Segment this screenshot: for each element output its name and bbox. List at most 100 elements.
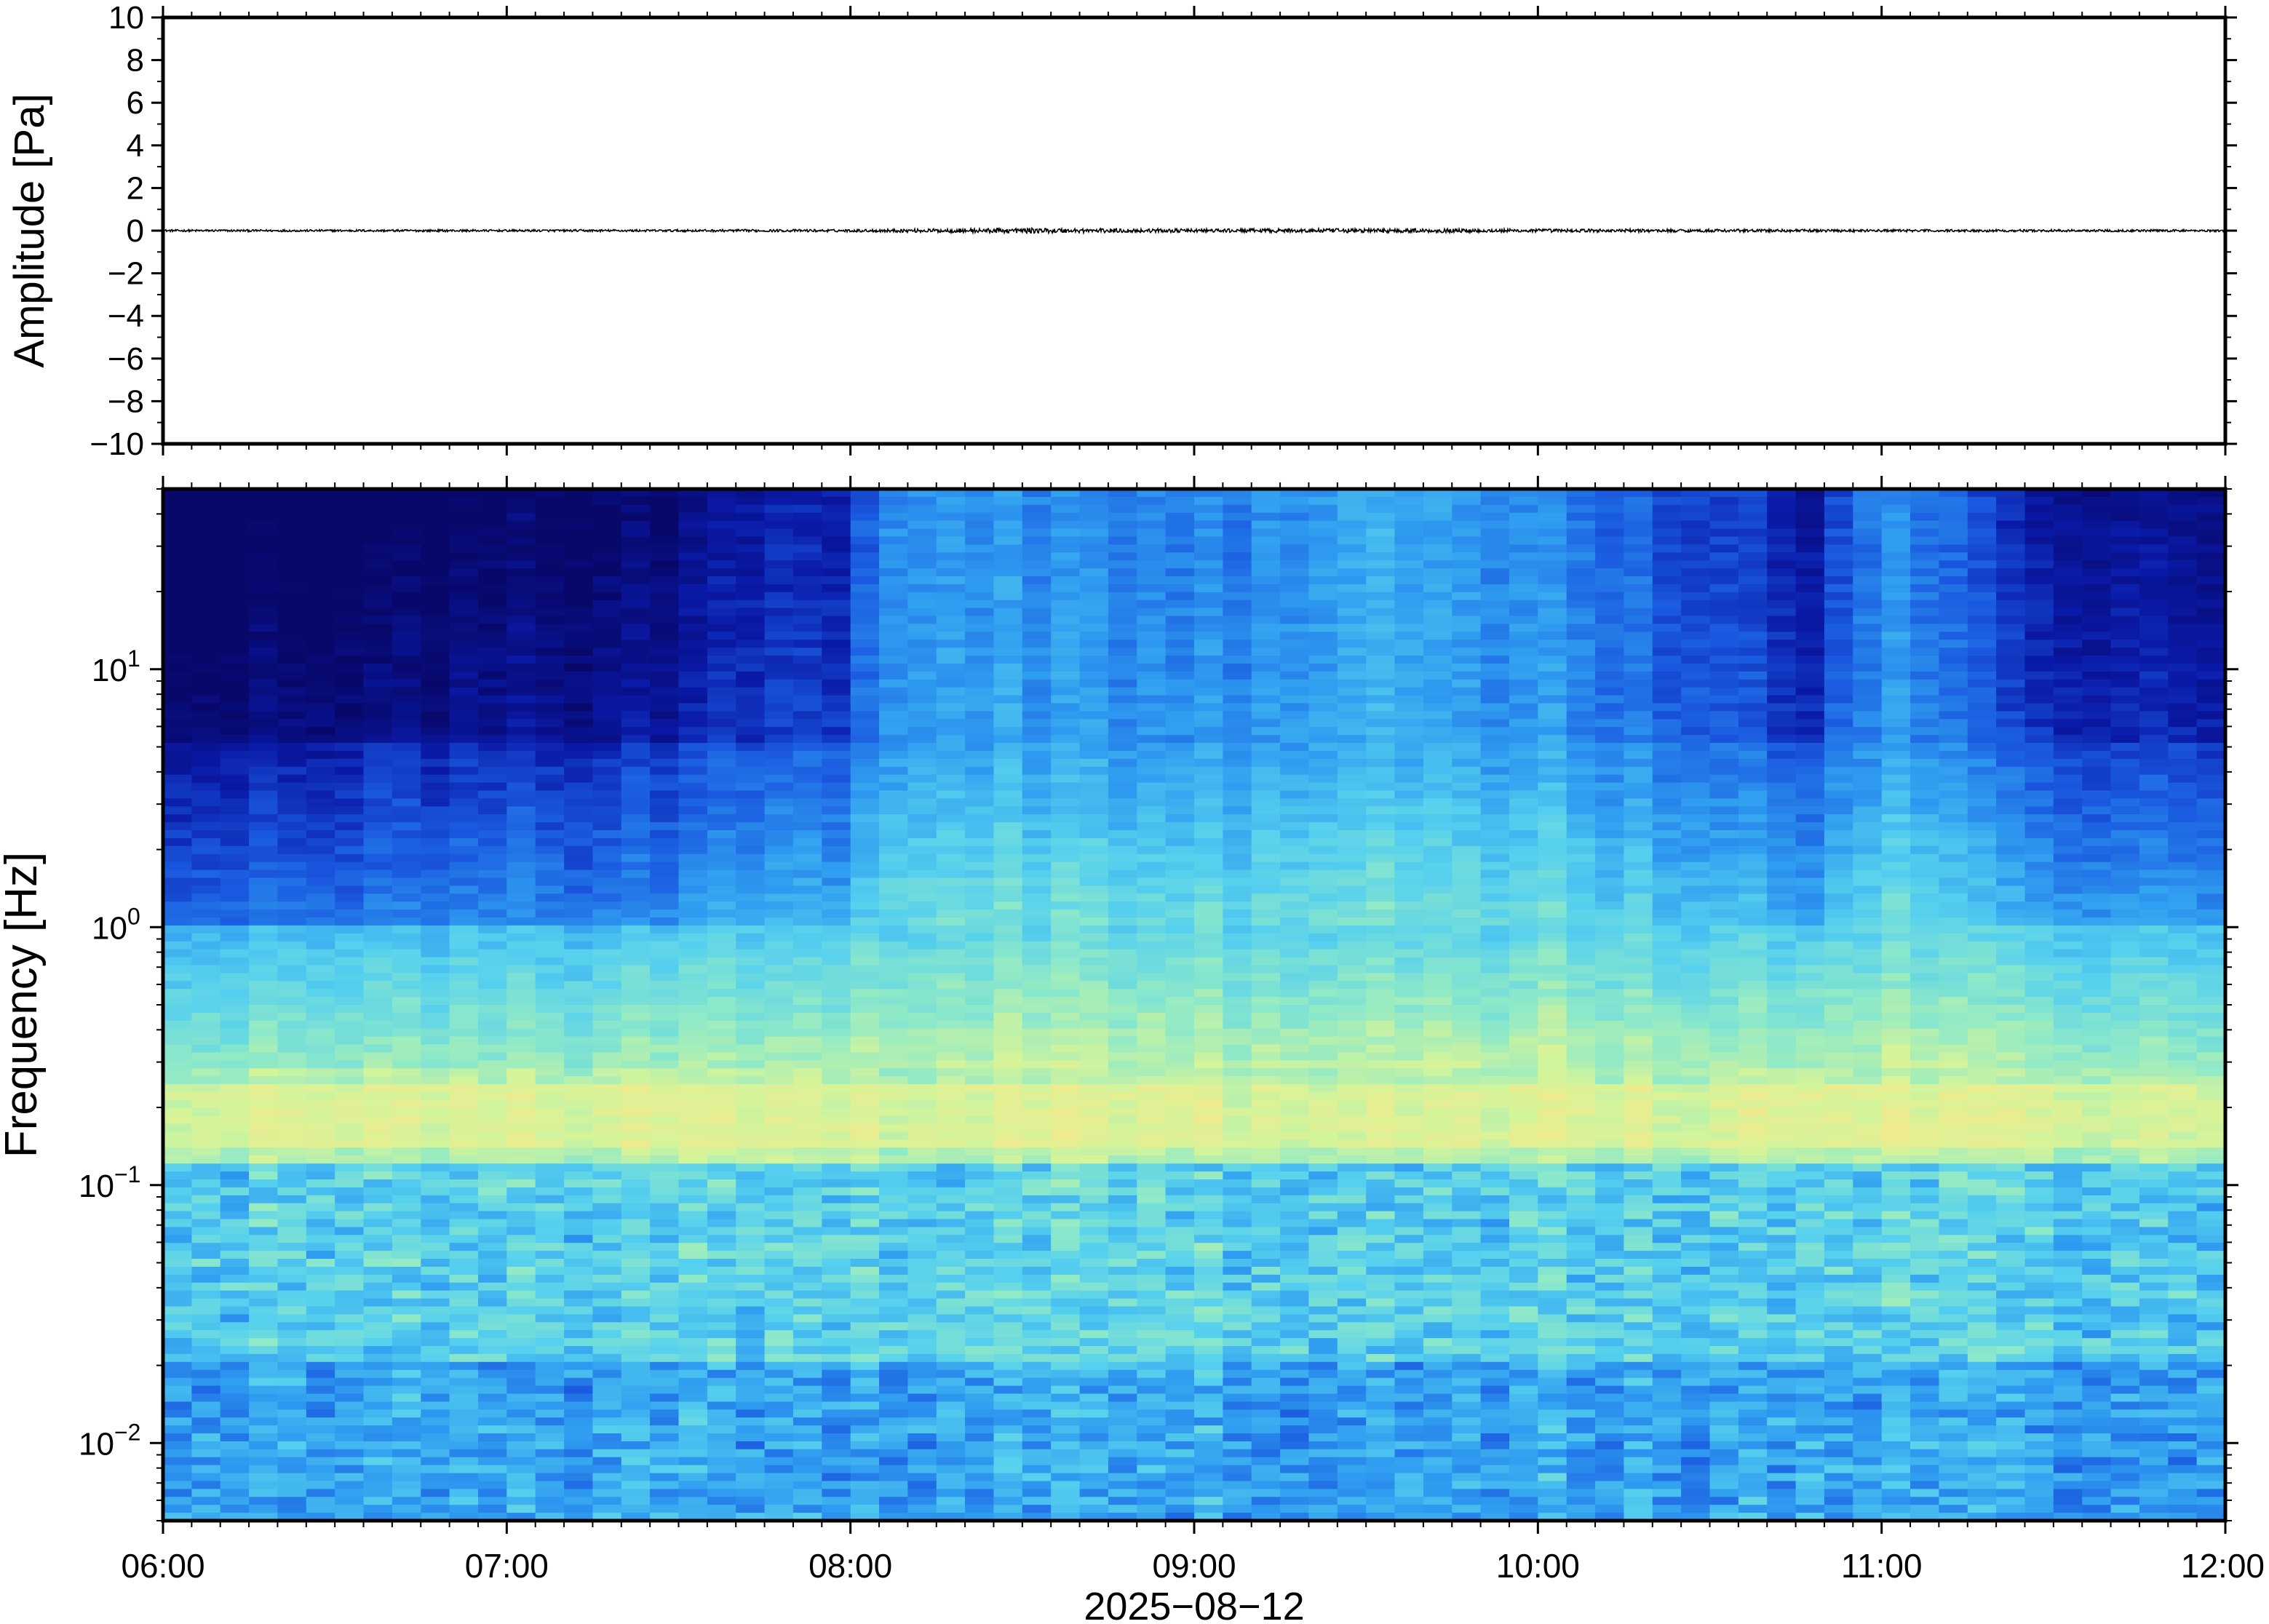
spectrogram-cell xyxy=(1079,1211,1109,1220)
spectrogram-cell xyxy=(907,751,937,760)
spectrogram-cell xyxy=(1051,1290,1081,1299)
spectrogram-cell xyxy=(822,640,851,648)
spectrogram-cell xyxy=(306,664,335,672)
spectrogram-cell xyxy=(736,790,766,800)
spectrogram-cell xyxy=(1165,814,1195,823)
spectrogram-cell xyxy=(792,1099,823,1109)
spectrogram-cell xyxy=(993,536,1023,546)
spectrogram-cell xyxy=(621,1203,651,1212)
spectrogram-cell xyxy=(764,576,794,585)
spectrogram-cell xyxy=(191,608,221,617)
spectrogram-cell xyxy=(965,933,995,942)
spectrogram-cell xyxy=(1194,679,1224,688)
spectrogram-cell xyxy=(449,711,479,720)
spectrogram-cell xyxy=(879,1076,909,1085)
spectrogram-cell xyxy=(220,893,250,902)
spectrogram-cell xyxy=(249,1187,279,1196)
spectrogram-cell xyxy=(965,751,995,760)
spectrogram-cell xyxy=(965,576,995,585)
spectrogram-cell xyxy=(564,1044,594,1054)
spectrogram-cell xyxy=(478,1322,508,1331)
spectrogram-cell xyxy=(592,1171,622,1180)
spectrogram-cell xyxy=(879,1163,909,1172)
spectrogram-cell xyxy=(191,790,221,800)
spectrogram-cell xyxy=(535,830,565,839)
spectrogram-cell xyxy=(621,695,651,704)
spectrogram-cell xyxy=(879,719,909,728)
spectrogram-cell xyxy=(1108,1243,1138,1251)
spectrogram-cell xyxy=(936,941,966,950)
spectrogram-cell xyxy=(1022,648,1052,656)
spectrogram-cell xyxy=(421,1465,450,1474)
spectrogram-cell xyxy=(879,1401,909,1411)
spectrogram-cell xyxy=(191,711,221,720)
spectrogram-cell xyxy=(936,1068,966,1077)
spectrogram-cell xyxy=(707,640,737,648)
spectrogram-cell xyxy=(792,679,823,688)
spectrogram-cell xyxy=(1194,504,1224,514)
spectrogram-cell xyxy=(678,1155,708,1164)
spectrogram-cell xyxy=(1194,1092,1224,1101)
spectrogram-cell xyxy=(850,1012,880,1022)
spectrogram-cell xyxy=(822,1409,851,1418)
spectrogram-cell xyxy=(822,735,851,744)
y-tick-label: 10 xyxy=(108,0,144,36)
spectrogram-cell xyxy=(965,1377,995,1387)
spectrogram-cell xyxy=(993,1369,1023,1379)
spectrogram-cell xyxy=(163,885,193,895)
spectrogram-cell xyxy=(879,989,909,998)
spectrogram-cell xyxy=(764,520,794,530)
spectrogram-cell xyxy=(1079,1163,1109,1172)
spectrogram-cell xyxy=(564,1123,594,1133)
spectrogram-cell xyxy=(1022,1497,1052,1505)
spectrogram-cell xyxy=(907,695,937,704)
spectrogram-cell xyxy=(163,1322,193,1331)
spectrogram-cell xyxy=(506,544,536,554)
spectrogram-cell xyxy=(191,1274,221,1283)
spectrogram-cell xyxy=(535,1361,565,1371)
spectrogram-cell xyxy=(249,1401,279,1411)
spectrogram-cell xyxy=(621,1409,651,1418)
spectrogram-cell xyxy=(707,1259,737,1267)
spectrogram-cell xyxy=(191,1353,221,1363)
spectrogram-cell xyxy=(449,1044,479,1054)
spectrogram-cell xyxy=(421,1076,450,1085)
spectrogram-cell xyxy=(650,1322,680,1331)
spectrogram-cell xyxy=(478,1401,508,1411)
spectrogram-cell xyxy=(736,584,766,593)
spectrogram-cell xyxy=(993,1338,1023,1347)
spectrogram-cell xyxy=(965,1179,995,1188)
spectrogram-cell xyxy=(363,1187,393,1196)
spectrogram-cell xyxy=(535,1489,565,1498)
spectrogram-cell xyxy=(678,695,708,704)
spectrogram-cell xyxy=(191,901,221,910)
spectrogram-cell xyxy=(277,925,307,934)
spectrogram-cell xyxy=(535,1227,565,1236)
y-tick-label: 2 xyxy=(127,170,144,206)
spectrogram-cell xyxy=(335,1338,365,1347)
spectrogram-cell xyxy=(1051,997,1081,1006)
spectrogram-cell xyxy=(993,560,1023,569)
spectrogram-cell xyxy=(249,1346,279,1355)
spectrogram-cell xyxy=(1022,1441,1052,1450)
spectrogram-cell xyxy=(1108,1290,1138,1299)
spectrogram-cell xyxy=(850,1020,880,1030)
spectrogram-cell xyxy=(736,560,766,569)
spectrogram-cell xyxy=(478,1369,508,1379)
spectrogram-cell xyxy=(592,1092,622,1101)
spectrogram-cell xyxy=(277,671,307,680)
spectrogram-cell xyxy=(965,1290,995,1299)
spectrogram-cell xyxy=(592,1433,622,1442)
spectrogram-cell xyxy=(363,1267,393,1275)
spectrogram-cell xyxy=(249,885,279,895)
spectrogram-cell xyxy=(678,1028,708,1038)
spectrogram-cell xyxy=(850,981,880,990)
spectrogram-cell xyxy=(592,536,622,546)
spectrogram-cell xyxy=(277,1028,307,1038)
spectrogram-cell xyxy=(1137,727,1167,736)
spectrogram-cell xyxy=(1022,695,1052,704)
spectrogram-cell xyxy=(392,1338,422,1347)
spectrogram-cell xyxy=(621,790,651,800)
spectrogram-cell xyxy=(650,814,680,823)
spectrogram-cell xyxy=(249,520,279,530)
